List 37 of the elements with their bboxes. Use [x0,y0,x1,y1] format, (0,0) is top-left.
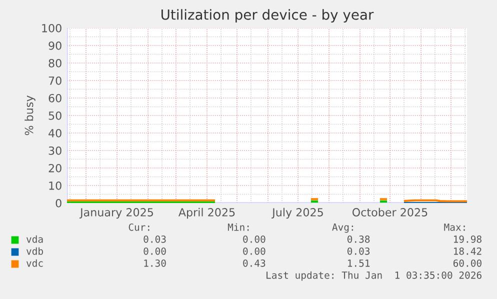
text: 0.03 [347,247,370,255]
x-tick-label: April 2025 [178,208,235,219]
y-tick-label: 100 [42,24,62,32]
chart-title: Utilization per device - by year [162,9,374,23]
text: 0.00 [243,235,266,243]
y-tick-label: 60 [48,94,62,102]
y-tick-label: 40 [48,128,62,138]
legend-label: vda [26,235,43,243]
text: 1.51 [348,260,370,267]
text: 0.43 [243,259,266,267]
text: 0.00 [144,247,166,255]
x-tick-label: January 2025 [79,208,153,219]
text: Min: [228,223,249,231]
text: 0.03 [144,235,166,243]
text: 1.30 [144,259,166,267]
legend-label: vdc [26,259,43,267]
y-tick-label: 90 [48,41,62,50]
text: Avg: [332,224,354,233]
text: 0.00 [243,247,266,255]
y-tick-label: 20 [48,164,62,172]
text: 60.00 [453,259,482,267]
text: 19.98 [454,235,482,243]
y-axis-title: % busy [24,96,36,136]
text: Cur: [128,223,150,231]
y-tick-label: 70 [48,76,62,85]
text: Last update: Thu Jan 1 03:35:00 2026 [266,271,482,281]
text: Max: [444,224,465,231]
text: 18.42 [454,247,482,255]
x-tick-label: October 2025 [352,208,428,216]
y-tick-label: 0 [56,198,62,208]
text: 0.38 [347,235,370,243]
y-tick-label: 80 [48,58,62,68]
x-tick-label: July 2025 [272,208,323,219]
y-tick-label: 30 [48,146,62,155]
y-tick-label: 50 [48,111,62,120]
legend-label: vdb [26,247,43,255]
y-tick-label: 10 [49,181,62,190]
